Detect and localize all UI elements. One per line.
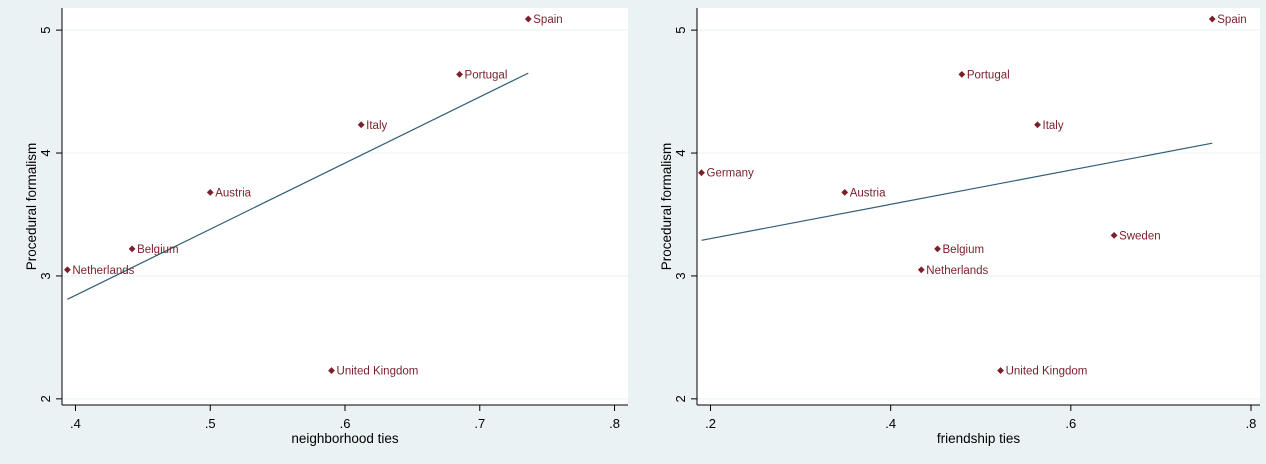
y-axis-title: Procedural formalism xyxy=(24,143,39,271)
point-label-portugal: Portugal xyxy=(465,69,508,81)
fitted-line xyxy=(701,142,1213,241)
y-tick-label: 2 xyxy=(673,395,688,402)
point-austria xyxy=(841,188,849,196)
y-tick-label: 3 xyxy=(38,272,53,279)
x-axis-title: friendship ties xyxy=(937,431,1021,446)
point-label-portugal: Portugal xyxy=(967,69,1010,81)
point-label-belgium: Belgium xyxy=(137,244,179,256)
y-axis-title: Procedural formalism xyxy=(659,143,674,271)
x-tick-label: .4 xyxy=(885,416,896,431)
x-tick-label: .4 xyxy=(70,416,81,431)
point-netherlands xyxy=(917,266,925,274)
point-label-netherlands: Netherlands xyxy=(926,265,988,277)
point-label-italy: Italy xyxy=(366,120,387,132)
y-tick-label: 2 xyxy=(38,395,53,402)
point-italy xyxy=(357,121,365,129)
point-portugal xyxy=(456,70,463,78)
point-label-belgium: Belgium xyxy=(943,244,985,256)
point-label-spain: Spain xyxy=(1217,14,1246,26)
fitted-line xyxy=(67,72,529,300)
point-portugal xyxy=(958,70,966,78)
x-tick-label: .8 xyxy=(609,416,620,431)
point-label-italy: Italy xyxy=(1043,120,1064,132)
y-tick-label: 4 xyxy=(673,149,688,156)
y-tick-label: 5 xyxy=(673,27,688,34)
x-axis-title: neighborhood ties xyxy=(291,431,399,446)
x-tick-label: .5 xyxy=(205,416,216,431)
x-tick-label: .2 xyxy=(705,416,716,431)
point-label-austria: Austria xyxy=(850,187,886,199)
point-germany xyxy=(698,169,705,177)
x-tick-label: .8 xyxy=(1246,416,1257,431)
point-label-spain: Spain xyxy=(533,14,562,26)
point-united-kingdom xyxy=(328,367,335,374)
point-austria xyxy=(206,188,214,196)
point-label-netherlands: Netherlands xyxy=(72,265,134,277)
y-tick-label: 4 xyxy=(38,149,53,156)
point-label-united-kingdom: United Kingdom xyxy=(337,366,419,378)
point-belgium xyxy=(128,245,136,253)
y-tick-label: 3 xyxy=(673,272,688,279)
chart-neighborhood-ties: 2 3 4 5 .4 .5 .6 .7 .8 neighborhood ties Procedura… xyxy=(24,8,628,446)
point-label-germany: Germany xyxy=(707,168,755,180)
plot-area xyxy=(697,8,1260,405)
plot-area xyxy=(62,8,628,405)
point-label-united-kingdom: United Kingdom xyxy=(1006,366,1088,378)
point-label-austria: Austria xyxy=(215,187,251,199)
point-belgium xyxy=(934,245,941,253)
x-tick-label: .6 xyxy=(1065,416,1076,431)
x-tick-label: .7 xyxy=(474,416,485,431)
x-tick-label: .6 xyxy=(340,416,351,431)
point-spain xyxy=(1208,15,1216,23)
chart-friendship-ties: 2 3 4 5 .2 .4 .6 .8 friendship ties Procedural fo… xyxy=(659,8,1260,446)
point-netherlands xyxy=(63,266,71,274)
point-label-sweden: Sweden xyxy=(1119,230,1161,242)
y-tick-label: 5 xyxy=(38,27,53,34)
point-united-kingdom xyxy=(997,367,1004,374)
point-spain xyxy=(524,15,532,23)
